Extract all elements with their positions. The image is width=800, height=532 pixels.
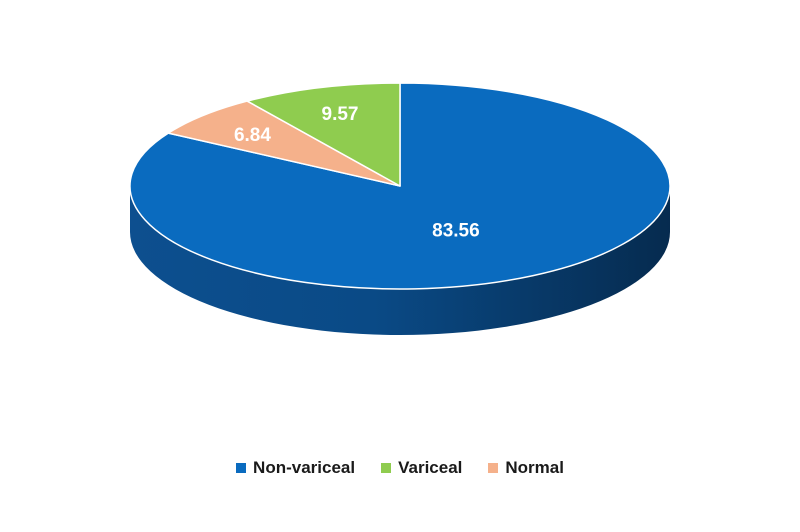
legend-label-normal: Normal — [505, 458, 564, 477]
pie-label-layer: 83.56 6.84 9.57 — [234, 104, 480, 241]
legend-label-variceal: Variceal — [398, 458, 463, 477]
legend-swatch-variceal — [381, 463, 392, 473]
legend: Non-variceal Variceal Normal — [0, 452, 800, 484]
pie-top-layer — [129, 82, 671, 290]
legend-item-normal: Normal — [488, 458, 564, 478]
legend-item-variceal: Variceal — [381, 458, 462, 478]
legend-label-non-variceal: Non-variceal — [253, 458, 356, 477]
data-label-non-variceal: 83.56 — [432, 221, 480, 242]
data-label-variceal: 9.57 — [322, 104, 359, 125]
legend-item-non-variceal: Non-variceal — [236, 458, 355, 478]
pie-side-wall — [130, 186, 670, 335]
data-label-normal: 6.84 — [234, 125, 271, 146]
pie-chart: 83.56 6.84 9.57 — [129, 82, 671, 335]
legend-swatch-normal — [488, 463, 499, 473]
pie-side-layer — [130, 186, 670, 335]
legend-swatch-non-variceal — [236, 463, 247, 473]
pie-slice-variceal — [246, 82, 401, 187]
pie-slice-normal — [167, 100, 401, 187]
